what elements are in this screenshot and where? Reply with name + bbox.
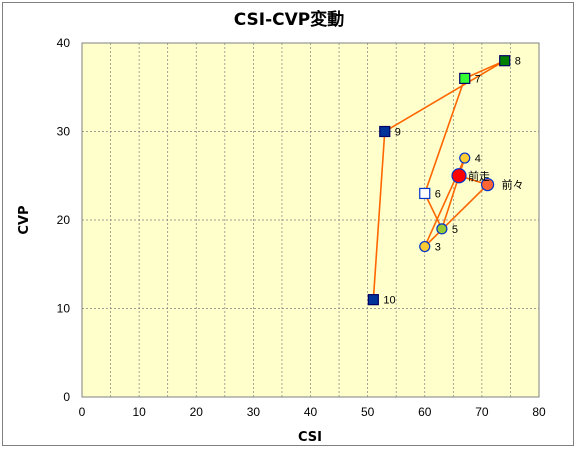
point-label: 3 (435, 242, 441, 254)
point-label: 7 (475, 73, 481, 85)
x-tick-label: 20 (190, 405, 204, 419)
grid-lines (82, 43, 539, 397)
point-marker (499, 55, 511, 67)
point-marker (459, 152, 471, 164)
y-tick-label: 30 (57, 125, 71, 139)
y-axis-title: CVP (17, 205, 32, 234)
x-tick-label: 40 (304, 405, 318, 419)
data-markers (367, 55, 511, 306)
plot-border (81, 42, 540, 398)
point-label: 4 (475, 153, 481, 165)
point-label: 前々 (502, 178, 524, 192)
x-tick-label: 10 (132, 405, 146, 419)
x-axis-title: CSI (298, 430, 322, 445)
point-marker (419, 187, 431, 200)
point-marker (480, 178, 495, 192)
point-label: 10 (383, 295, 395, 307)
x-tick-label: 70 (475, 405, 489, 419)
point-marker (459, 72, 471, 85)
x-tick-label: 30 (247, 405, 261, 419)
x-tick-label: 60 (418, 405, 432, 419)
y-tick-label: 0 (63, 390, 70, 404)
chart-title: CSI-CVP変動 (234, 9, 345, 30)
point-label: 9 (395, 127, 401, 139)
point-marker (451, 168, 467, 184)
x-tick-label: 50 (361, 405, 375, 419)
y-tick-labels: 0 10 20 30 40 (57, 36, 71, 404)
point-label: 8 (515, 56, 521, 68)
point-marker (367, 294, 379, 306)
y-tick-label: 10 (57, 302, 71, 316)
x-tick-label: 0 (79, 405, 86, 419)
point-label: 前走 (468, 169, 490, 183)
point-marker (436, 223, 448, 235)
y-tick-label: 20 (57, 213, 71, 227)
y-tick-label: 40 (57, 36, 71, 50)
point-marker (379, 125, 391, 138)
trajectory-line (372, 59, 506, 300)
point-marker (419, 240, 431, 253)
x-tick-label: 80 (532, 405, 546, 419)
x-tick-labels: 0 10 20 30 40 50 60 70 80 (79, 405, 546, 419)
point-label: 6 (435, 188, 441, 200)
point-label: 5 (452, 224, 458, 236)
